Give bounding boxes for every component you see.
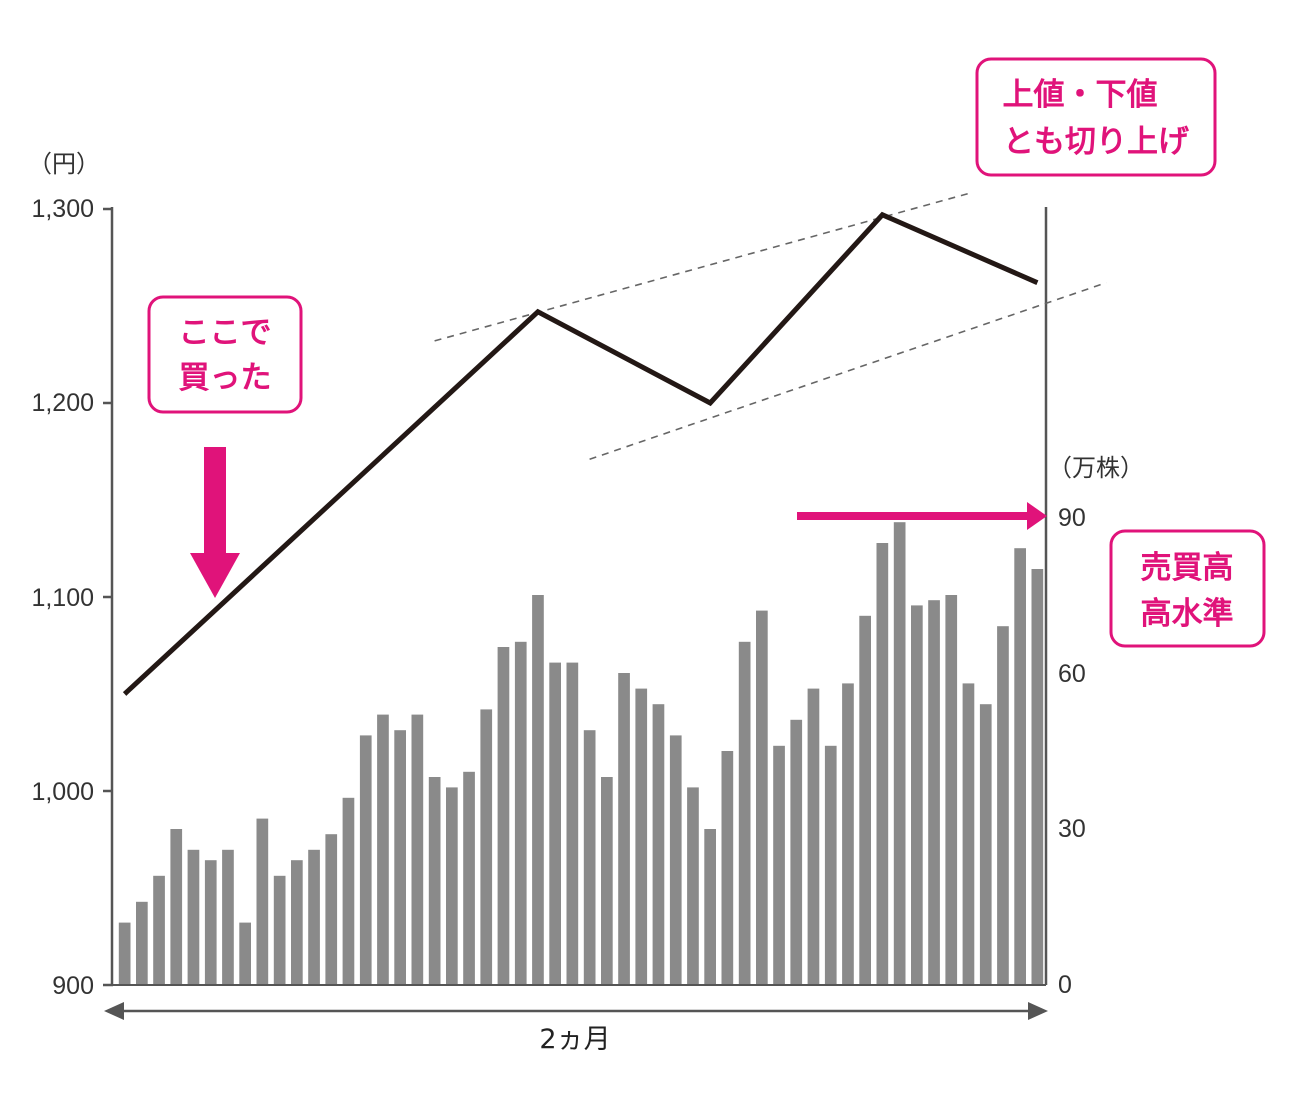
volume-bar: [876, 543, 889, 985]
volume-bar: [480, 709, 493, 985]
right-tick-label: 90: [1058, 504, 1086, 532]
right-axis-unit: （万株）: [1048, 454, 1144, 482]
right-tick-label: 0: [1058, 971, 1072, 999]
volume-bar: [773, 745, 785, 985]
callout-bought-here: ここで 買った: [147, 295, 303, 414]
volume-bar: [824, 745, 837, 985]
volume-bars: [118, 522, 1044, 985]
volume-bar: [566, 662, 579, 985]
volume-bar: [687, 787, 699, 985]
right-tick-label: 30: [1058, 815, 1086, 843]
volume-bar: [704, 829, 716, 985]
volume-bar: [428, 777, 441, 985]
volume-arrow-icon: [797, 502, 1047, 530]
volume-bar: [239, 922, 251, 985]
volume-bar: [859, 615, 871, 985]
volume-bar: [411, 714, 424, 985]
volume-bar: [721, 751, 734, 985]
callout-highs-lows-line2: とも切り上げ: [1003, 124, 1190, 160]
volume-bar: [669, 735, 682, 985]
volume-bar: [652, 704, 665, 985]
price-line: [122, 211, 1039, 696]
volume-bar: [997, 626, 1009, 985]
volume-bar: [945, 595, 958, 985]
callout-volume-line2: 高水準: [1141, 596, 1234, 632]
volume-bar: [187, 849, 200, 985]
volume-bar: [893, 522, 906, 985]
trend-line: [589, 281, 1107, 461]
volume-bar: [549, 662, 561, 985]
volume-bar: [962, 683, 975, 985]
volume-bar: [136, 901, 148, 985]
callout-bought-here-line2: 買った: [179, 360, 272, 396]
volume-bar: [635, 688, 648, 985]
volume-bar: [532, 595, 544, 985]
volume-bar: [842, 683, 854, 985]
volume-bar: [790, 719, 803, 985]
period-label: 2ヵ月: [539, 1024, 610, 1055]
volume-bar: [463, 771, 475, 985]
volume-bar: [273, 875, 286, 985]
volume-bar: [153, 875, 165, 985]
volume-bar: [911, 605, 923, 985]
volume-bar: [1031, 569, 1044, 985]
volume-bar: [601, 777, 613, 985]
callout-bought-here-line1: ここで: [179, 315, 272, 351]
right-tick-label: 60: [1058, 660, 1086, 688]
volume-bar: [583, 730, 596, 985]
volume-bar: [291, 860, 303, 985]
volume-bar: [979, 704, 992, 985]
volume-bar: [325, 834, 338, 985]
trend-lines: [434, 192, 1107, 461]
volume-bar: [256, 818, 269, 985]
callout-volume-line1: 売買高: [1141, 550, 1234, 586]
volume-bar: [738, 641, 751, 985]
volume-bar: [170, 829, 183, 985]
volume-bar: [618, 673, 630, 985]
left-tick-label: 1,300: [31, 195, 94, 223]
volume-bar: [928, 600, 940, 985]
volume-bar: [807, 688, 820, 985]
arrow-right-head: [1028, 1002, 1048, 1020]
left-tick-label: 1,200: [31, 389, 94, 417]
left-tick-label: 900: [52, 972, 94, 1000]
volume-bar: [204, 860, 217, 985]
volume-bar: [394, 730, 406, 985]
volume-bar: [342, 797, 355, 985]
volume-bar: [222, 849, 234, 985]
callout-highs-lows-line1: 上値・下値: [1003, 77, 1158, 113]
volume-bar: [377, 714, 389, 985]
callout-volume-high: 売買高 高水準: [1109, 529, 1266, 648]
volume-bar: [359, 735, 372, 985]
period-arrow: [104, 1002, 1048, 1020]
left-axis-unit: （円）: [28, 150, 100, 178]
volume-bar: [446, 787, 458, 985]
arrow-left-head: [104, 1002, 124, 1020]
volume-bar: [118, 922, 131, 985]
callout-highs-lows-rising: 上値・下値 とも切り上げ: [975, 57, 1217, 177]
left-tick-label: 1,000: [31, 778, 94, 806]
volume-bar: [308, 849, 320, 985]
axes: [103, 207, 1048, 987]
volume-bar: [514, 641, 527, 985]
buy-arrow-icon: [190, 447, 240, 598]
volume-bar: [1014, 548, 1026, 985]
volume-bar: [756, 610, 768, 985]
volume-bar: [497, 647, 510, 985]
left-tick-label: 1,100: [31, 584, 94, 612]
